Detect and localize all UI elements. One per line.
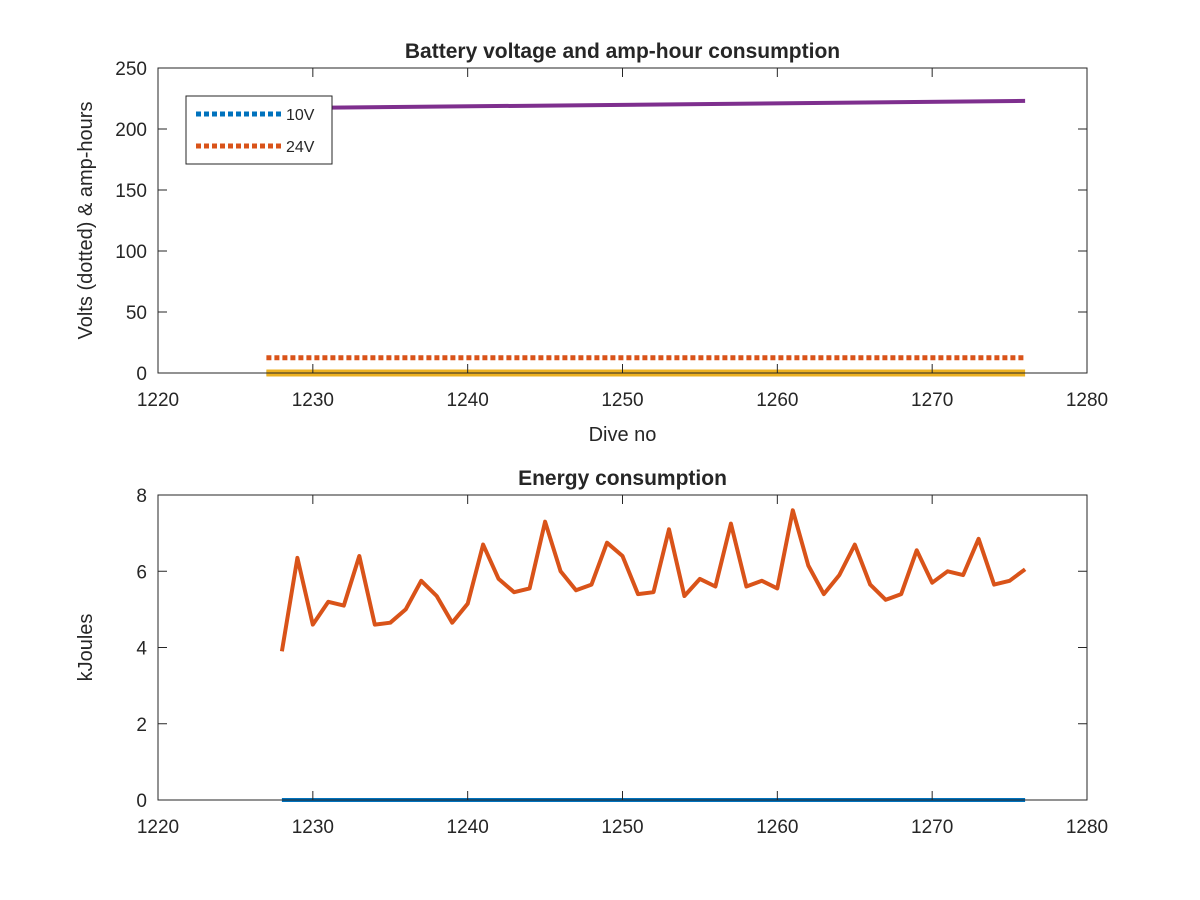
voltage-chart-x-tick-label: 1280 — [1066, 390, 1108, 411]
energy-chart-x-tick-label: 1220 — [137, 817, 179, 838]
legend-label-24v: 24V — [286, 139, 315, 156]
voltage-chart-ticks: 1220 1230 1240 1250 1260 1270 1280 0 50 100 150 200… — [115, 59, 1108, 411]
energy-chart-x-tick-label: 1230 — [292, 817, 334, 838]
voltage-chart-series-line-4 — [266, 98, 1026, 111]
energy-chart-y-tick-label: 2 — [136, 715, 147, 736]
voltage-chart-x-tick-label: 1230 — [292, 390, 334, 411]
voltage-chart-y-tick-label: 150 — [115, 181, 147, 202]
energy-chart-ticks: 1220 1230 1240 1250 1260 1270 1280 0 2 4 6 8 — [136, 486, 1108, 838]
energy-chart-x-tick-label: 1270 — [911, 817, 953, 838]
voltage-chart-x-axis-label: Dive no — [589, 424, 657, 446]
energy-chart-title: Energy consumption — [518, 467, 727, 490]
voltage-chart-y-tick-label: 100 — [115, 242, 147, 263]
voltage-chart-y-tick-label: 200 — [115, 120, 147, 141]
voltage-chart-y-tick-label: 250 — [115, 59, 147, 80]
voltage-chart-x-tick-label: 1250 — [601, 390, 643, 411]
voltage-chart-x-tick-label: 1260 — [756, 390, 798, 411]
energy-chart-x-tick-label: 1260 — [756, 817, 798, 838]
energy-chart-y-tick-label: 6 — [136, 562, 147, 583]
energy-chart-y-tick-label: 8 — [136, 486, 147, 507]
voltage-chart-x-tick-label: 1220 — [137, 390, 179, 411]
energy-chart-series-line-1 — [279, 508, 1027, 652]
voltage-chart-title: Battery voltage and amp-hour consumption — [405, 40, 840, 63]
energy-chart-y-tick-label: 0 — [136, 791, 147, 812]
energy-chart-y-axis-label: kJoules — [75, 614, 97, 682]
voltage-chart-x-tick-label: 1270 — [911, 390, 953, 411]
energy-chart-y-tick-label: 4 — [136, 639, 147, 660]
energy-chart-x-tick-label: 1250 — [601, 817, 643, 838]
legend-box — [185, 95, 333, 165]
legend: 10V 24V — [185, 95, 333, 165]
voltage-chart-y-tick-label: 0 — [136, 364, 147, 385]
voltage-chart: Battery voltage and amp-hour consumption… — [75, 40, 1108, 446]
energy-chart-x-tick-label: 1280 — [1066, 817, 1108, 838]
voltage-chart-y-tick-label: 50 — [126, 303, 147, 324]
legend-label-10v: 10V — [286, 107, 315, 124]
voltage-chart-x-tick-label: 1240 — [447, 390, 489, 411]
voltage-chart-y-axis-label: Volts (dotted) & amp-hours — [75, 102, 97, 340]
energy-chart: Energy consumption kJoules 1220 1230 1240 1… — [75, 467, 1108, 838]
energy-chart-x-tick-label: 1240 — [447, 817, 489, 838]
